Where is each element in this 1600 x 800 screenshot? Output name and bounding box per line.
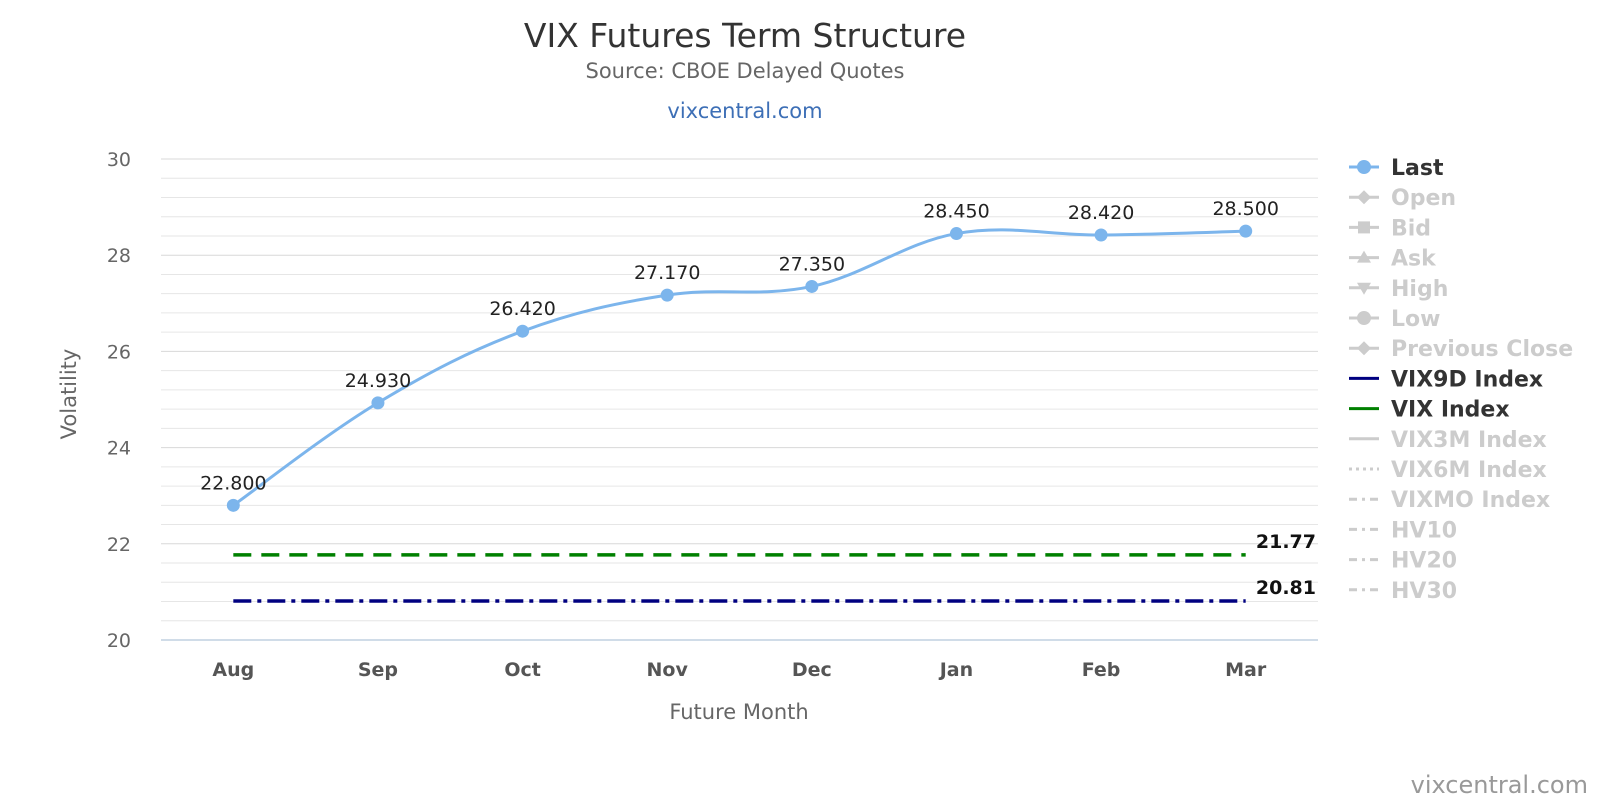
data-point (1094, 228, 1108, 242)
x-tick-label: Aug (212, 659, 254, 681)
legend-item[interactable]: Open (1349, 186, 1456, 211)
reference-lines: 21.77 20.81 (233, 531, 1316, 603)
legend-item[interactable]: VIX3M Index (1349, 428, 1547, 453)
legend-item[interactable]: HV20 (1349, 549, 1457, 574)
legend-label: VIX Index (1391, 398, 1510, 423)
legend-item[interactable]: VIX9D Index (1349, 367, 1543, 392)
data-label: 27.350 (779, 253, 845, 275)
reference-line-label: 21.77 (1256, 531, 1316, 553)
x-tick-label: Mar (1225, 659, 1267, 681)
y-tick-label: 30 (107, 149, 131, 171)
x-tick-label: Feb (1082, 659, 1121, 681)
legend-label: Previous Close (1391, 337, 1573, 362)
x-tick-label: Nov (647, 659, 689, 681)
legend-marker (1357, 341, 1371, 356)
y-tick-label: 28 (107, 245, 131, 267)
legend-item[interactable]: VIX6M Index (1349, 458, 1547, 483)
data-label: 28.420 (1068, 202, 1134, 224)
legend-item[interactable]: VIXMO Index (1349, 488, 1550, 513)
legend-label: VIXMO Index (1391, 488, 1550, 513)
x-axis: Aug Sep Oct Nov Dec Jan Feb Mar (212, 659, 1266, 681)
legend-marker (1358, 221, 1370, 234)
legend-marker (1357, 282, 1371, 295)
legend-marker (1357, 190, 1371, 205)
y-tick-label: 24 (107, 438, 131, 460)
chart-title: VIX Futures Term Structure (524, 16, 966, 55)
data-point (516, 324, 530, 338)
data-label: 22.800 (200, 472, 266, 494)
data-label: 28.500 (1212, 198, 1278, 220)
legend-item[interactable]: VIX Index (1349, 398, 1510, 423)
y-axis: 20 22 24 26 28 30 (107, 149, 131, 652)
x-tick-label: Sep (358, 659, 398, 681)
legend-marker (1357, 250, 1371, 263)
legend-label: Ask (1391, 247, 1437, 272)
legend-item[interactable]: HV10 (1349, 518, 1457, 543)
legend: Last Open Bid Ask High Low Previous Close VIX9D… (1349, 156, 1573, 604)
y-axis-title: Volatility (57, 349, 81, 440)
legend-label: High (1391, 277, 1448, 302)
x-axis-title: Future Month (669, 700, 808, 724)
series-layer: 22.800 24.930 26.420 27.170 27.350 28.450 28.4… (200, 198, 1279, 512)
legend-item[interactable]: Last (1349, 156, 1444, 181)
x-tick-label: Jan (938, 659, 973, 681)
data-point (226, 498, 240, 512)
legend-label: VIX9D Index (1391, 367, 1543, 392)
y-tick-label: 22 (107, 534, 131, 556)
y-tick-label: 26 (107, 341, 131, 363)
data-label: 28.450 (923, 201, 989, 223)
data-point (371, 396, 385, 410)
data-label: 27.170 (634, 262, 700, 284)
reference-line-label: 20.81 (1256, 577, 1316, 599)
data-point (805, 279, 819, 293)
source-link[interactable]: vixcentral.com (667, 99, 822, 123)
legend-item[interactable]: Ask (1349, 247, 1437, 272)
data-point (660, 288, 674, 302)
legend-item[interactable]: Bid (1349, 216, 1431, 241)
legend-item[interactable]: Low (1349, 307, 1440, 332)
legend-label: Open (1391, 186, 1456, 211)
legend-marker (1357, 160, 1371, 174)
data-point (949, 227, 963, 241)
legend-item[interactable]: Previous Close (1349, 337, 1573, 362)
legend-label: HV10 (1391, 518, 1457, 543)
legend-item[interactable]: High (1349, 277, 1448, 302)
y-tick-label: 20 (107, 630, 131, 652)
legend-label: Bid (1391, 216, 1431, 241)
legend-label: VIX3M Index (1391, 428, 1547, 453)
credit-text[interactable]: vixcentral.com (1411, 771, 1588, 799)
legend-label: VIX6M Index (1391, 458, 1547, 483)
data-label: 26.420 (489, 298, 555, 320)
grid-lines (161, 158, 1318, 641)
legend-label: HV30 (1391, 579, 1457, 604)
data-label: 24.930 (345, 370, 411, 392)
legend-label: Low (1391, 307, 1440, 332)
legend-label: HV20 (1391, 549, 1457, 574)
x-tick-label: Oct (504, 659, 541, 681)
series-line (232, 228, 1246, 507)
data-point (1239, 224, 1253, 238)
legend-item[interactable]: HV30 (1349, 579, 1457, 604)
x-tick-label: Dec (792, 659, 832, 681)
legend-label: Last (1391, 156, 1444, 181)
legend-marker (1357, 311, 1371, 325)
chart-subtitle: Source: CBOE Delayed Quotes (586, 59, 905, 83)
